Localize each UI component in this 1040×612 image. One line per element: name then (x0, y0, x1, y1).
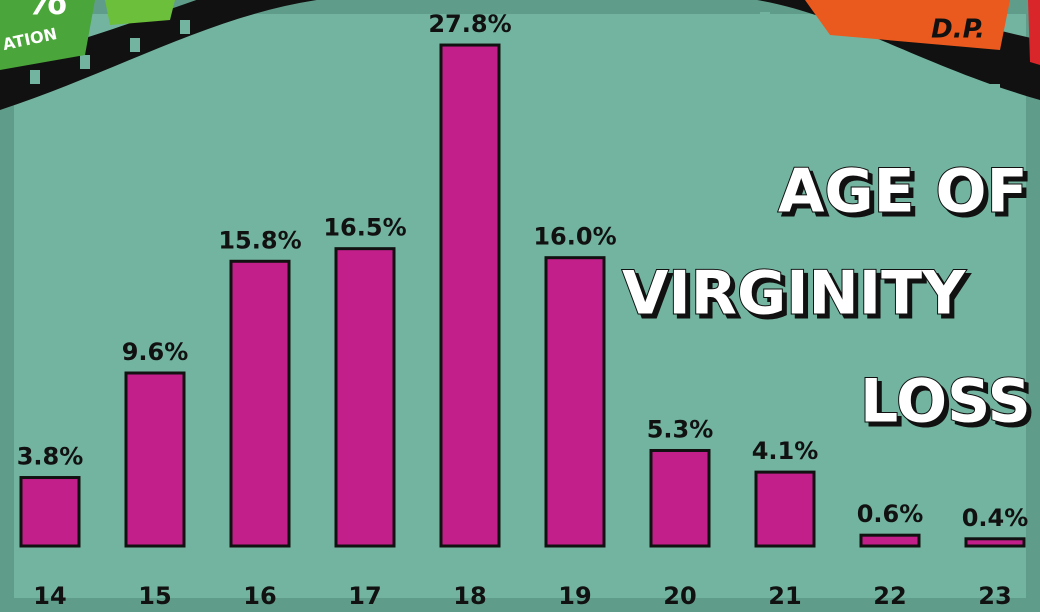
annotation: D.P. (931, 15, 985, 45)
x-tick-label: 18 (453, 582, 486, 610)
value-label: 5.3% (647, 415, 714, 443)
chart-title: AGE OF (778, 157, 1028, 227)
value-label: 4.1% (752, 437, 819, 465)
bar (966, 539, 1024, 546)
bar (441, 45, 499, 546)
value-label: 0.6% (857, 500, 924, 528)
value-label: 27.8% (428, 10, 511, 38)
bar (546, 258, 604, 546)
x-tick-label: 22 (873, 582, 906, 610)
x-tick-label: 23 (978, 582, 1011, 610)
chart-title: VIRGINITY (622, 259, 967, 329)
bar (21, 478, 79, 546)
annotation: % (23, 0, 67, 25)
value-label: 9.6% (122, 338, 189, 366)
x-tick-label: 21 (768, 582, 801, 610)
chart-title: LOSS (860, 367, 1031, 437)
x-tick-label: 15 (138, 582, 171, 610)
bar (651, 450, 709, 546)
x-tick-label: 14 (33, 582, 66, 610)
chart: % ATION D.P. AGE OF VIRGINITY LOSS 3.8%1… (0, 0, 1040, 612)
x-tick-label: 19 (558, 582, 591, 610)
x-tick-label: 17 (348, 582, 381, 610)
value-label: 16.5% (323, 214, 406, 242)
bar (336, 249, 394, 546)
value-label: 16.0% (533, 223, 616, 251)
value-label: 15.8% (218, 226, 301, 254)
value-label: 3.8% (17, 443, 84, 471)
bar (126, 373, 184, 546)
bar (861, 535, 919, 546)
bar (756, 472, 814, 546)
x-tick-label: 16 (243, 582, 276, 610)
bar (231, 261, 289, 546)
x-tick-label: 20 (663, 582, 696, 610)
tag-red (1028, 0, 1040, 65)
value-label: 0.4% (962, 504, 1029, 532)
